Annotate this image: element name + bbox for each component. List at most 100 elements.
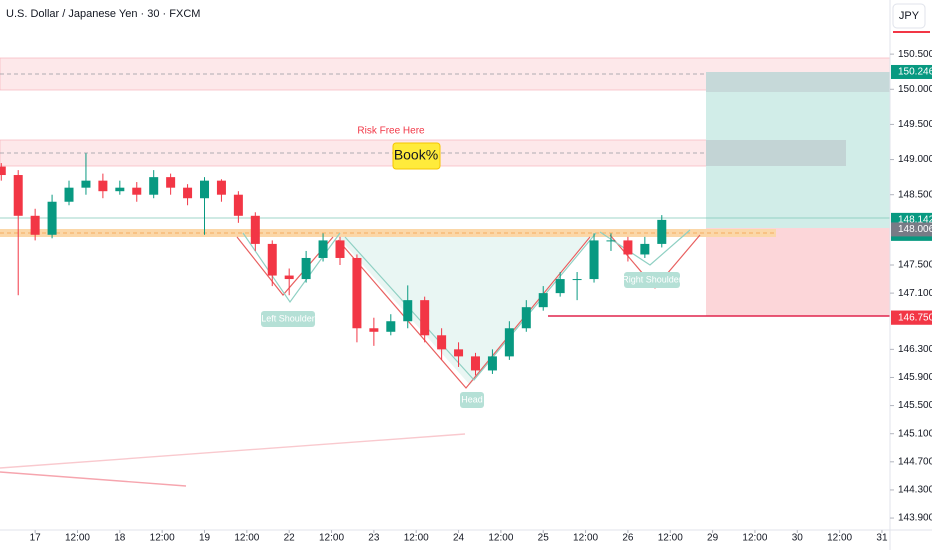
y-tick-label: 149.000 [898, 154, 932, 165]
pattern-label: Left Shoulder [261, 313, 315, 323]
x-tick-label: 12:00 [488, 533, 513, 544]
x-tick-label: 12:00 [742, 533, 767, 544]
x-tick-label: 12:00 [827, 533, 852, 544]
y-tick-label: 147.500 [898, 260, 932, 271]
price-tag-label: 150.246 [898, 67, 932, 78]
x-tick-label: 12:00 [150, 533, 175, 544]
candle-body [504, 328, 514, 357]
y-tick-label: 145.500 [898, 400, 932, 411]
candle-body [403, 300, 413, 322]
candle-body [352, 257, 362, 329]
y-tick-label: 144.300 [898, 485, 932, 496]
candle-body [250, 215, 260, 244]
book-box [392, 142, 441, 170]
candle-body [284, 275, 294, 280]
candle-body [335, 240, 345, 258]
pattern-label: Right Shoulder [622, 274, 682, 284]
y-tick-label: 143.900 [898, 513, 932, 524]
x-tick-label: 17 [30, 533, 42, 544]
head-line [344, 232, 597, 381]
x-tick-label: 12:00 [658, 533, 683, 544]
head-line [337, 236, 591, 389]
x-tick-label: 29 [707, 533, 719, 544]
book-box [706, 140, 846, 166]
x-tick-label: 31 [876, 533, 888, 544]
candle-body [420, 300, 430, 336]
candle-body [183, 187, 193, 199]
x-tick-label: 12:00 [573, 533, 598, 544]
y-tick-label: 146.300 [898, 344, 932, 355]
candle-body [386, 321, 396, 332]
x-tick-label: 23 [368, 533, 380, 544]
pattern-label: Head [461, 394, 483, 404]
currency-button[interactable] [892, 3, 926, 29]
y-tick-label: 144.700 [898, 456, 932, 467]
price-tag-label: 148.006 [898, 224, 932, 235]
candle-body [267, 243, 277, 276]
head-shade [338, 237, 590, 385]
candle-body [657, 219, 667, 244]
price-tag [891, 310, 932, 325]
candle-body [0, 166, 6, 176]
candle-body [572, 279, 582, 281]
x-tick-label: 25 [538, 533, 550, 544]
stop-area [706, 228, 890, 316]
candle-body [233, 194, 243, 216]
x-tick-label: 26 [622, 533, 634, 544]
risk-free-label: Risk Free Here [357, 126, 425, 137]
candle-body [115, 187, 125, 192]
candle-body [369, 328, 379, 332]
candle-body [487, 356, 497, 371]
x-tick-label: 12:00 [65, 533, 90, 544]
target-box [706, 72, 890, 92]
y-tick-label: 145.900 [898, 372, 932, 383]
x-tick-label: 19 [199, 533, 211, 544]
candle-body [64, 187, 74, 202]
chart-title: U.S. Dollar / Japanese Yen · 30 · FXCM [6, 8, 200, 20]
candle-body [30, 215, 40, 235]
candle-body [13, 175, 23, 216]
y-tick-label: 148.500 [898, 189, 932, 200]
candle-body [318, 240, 328, 258]
candle-body [454, 349, 464, 357]
candle-body [200, 180, 210, 199]
y-tick-label: 145.100 [898, 428, 932, 439]
left-shoulder-line [236, 236, 334, 296]
x-tick-label: 12:00 [319, 533, 344, 544]
x-tick-label: 24 [453, 533, 465, 544]
book-label: Book% [394, 147, 438, 163]
candle-body [538, 293, 548, 308]
candle-body [623, 240, 633, 255]
x-tick-label: 12:00 [234, 533, 259, 544]
candle-body [98, 180, 108, 192]
target-area [706, 72, 890, 228]
pattern-tag [624, 272, 680, 288]
candle-body [47, 201, 57, 235]
x-tick-label: 12:00 [404, 533, 429, 544]
candle-body [132, 187, 142, 195]
candle-body [470, 356, 480, 371]
y-tick-label: 150.500 [898, 49, 932, 60]
pattern-tag [261, 311, 315, 327]
candle-body [521, 307, 531, 329]
trend-line [0, 471, 187, 487]
y-tick-label: 149.500 [898, 119, 932, 130]
candle-body [589, 240, 599, 280]
candle-body [149, 177, 159, 195]
right-shoulder-line [599, 229, 691, 266]
trend-line [0, 433, 466, 469]
x-tick-label: 30 [792, 533, 804, 544]
price-tag-label: 146.750 [898, 312, 932, 323]
price-tag-label: 148.142 [898, 215, 932, 226]
pattern-tag [460, 392, 484, 408]
candle-body [216, 180, 226, 195]
price-tag [891, 64, 932, 79]
candle-body [640, 243, 650, 255]
price-tag [891, 222, 932, 237]
y-tick-label: 150.000 [898, 84, 932, 95]
y-tick-label: 147.100 [898, 288, 932, 299]
x-tick-label: 22 [284, 533, 296, 544]
candle-body [437, 335, 447, 350]
candle-body [555, 279, 565, 294]
